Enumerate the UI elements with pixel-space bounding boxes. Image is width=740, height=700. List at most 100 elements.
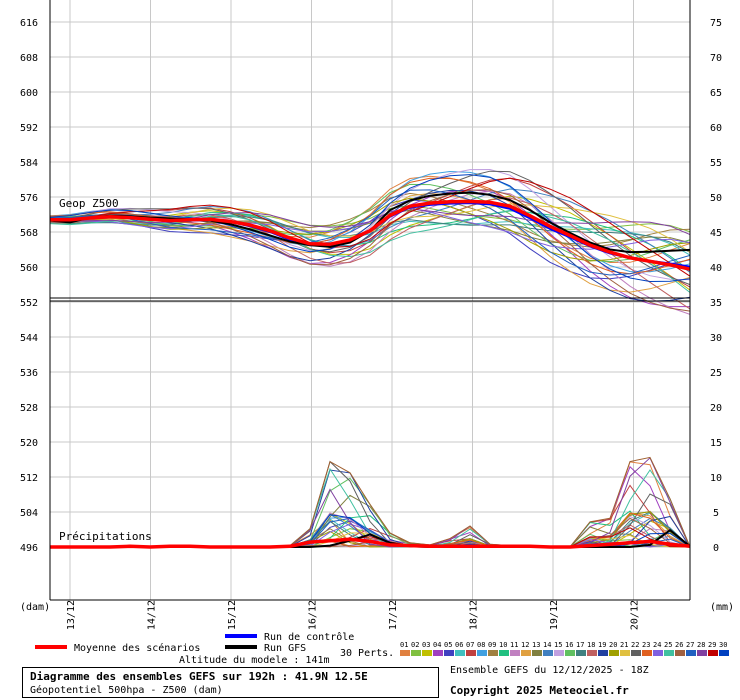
legend-member-number: 18: [587, 641, 595, 649]
left-tick-label: 584: [20, 158, 38, 169]
legend-member-swatch: [565, 650, 575, 656]
legend-member-swatch: [631, 650, 641, 656]
left-tick-label: 592: [20, 123, 38, 134]
legend-member-swatch: [620, 650, 630, 656]
legend-member-swatch: [664, 650, 674, 656]
legend-gfs-label: Run GFS: [264, 643, 306, 654]
main-series: [49, 191, 691, 549]
legend-member-swatch: [675, 650, 685, 656]
right-tick-label: 0: [713, 543, 719, 554]
right-tick-label: 65: [710, 88, 722, 99]
run-label: Ensemble GEFS du 12/12/2025 - 18Z: [450, 665, 649, 676]
panel-label-z500: Geop Z500: [59, 197, 119, 210]
ensemble-members: [49, 168, 691, 548]
right-tick-label: 75: [710, 18, 722, 29]
legend-member-swatch: [719, 650, 729, 656]
legend-member-swatch: [576, 650, 586, 656]
left-tick-label: 616: [20, 18, 38, 29]
x-tick-label: 13/12: [66, 600, 77, 630]
left-tick-label: 552: [20, 298, 38, 309]
left-unit-label: (dam): [20, 602, 50, 613]
z500-member-line: [49, 170, 691, 286]
legend-member-swatch: [499, 650, 509, 656]
right-tick-label: 55: [710, 158, 722, 169]
left-tick-label: 576: [20, 193, 38, 204]
right-tick-label: 35: [710, 298, 722, 309]
right-tick-label: 25: [710, 368, 722, 379]
plot-frame: [49, 0, 691, 601]
right-unit-label: (mm): [710, 602, 734, 613]
left-tick-label: 560: [20, 263, 38, 274]
legend: Moyenne des scénarios Run de contrôleRun …: [35, 631, 729, 666]
panel-label-precip: Précipitations: [59, 530, 152, 543]
legend-member-swatch: [455, 650, 465, 656]
legend-member-swatch: [466, 650, 476, 656]
legend-member-number: 13: [532, 641, 540, 649]
left-tick-label: 520: [20, 438, 38, 449]
legend-member-number: 23: [642, 641, 650, 649]
left-tick-label: 536: [20, 368, 38, 379]
altitude-label: Altitude du modele : 141m: [179, 655, 330, 666]
legend-member-number: 20: [609, 641, 617, 649]
legend-member-swatch: [587, 650, 597, 656]
legend-member-swatch: [510, 650, 520, 656]
right-tick-label: 70: [710, 53, 722, 64]
x-tick-label: 16/12: [308, 600, 319, 630]
x-tick-label: 20/12: [630, 600, 641, 630]
legend-member-swatch: [686, 650, 696, 656]
legend-member-number: 05: [444, 641, 452, 649]
z500-member-line: [49, 174, 691, 283]
legend-member-number: 02: [411, 641, 419, 649]
legend-member-swatch: [433, 650, 443, 656]
legend-member-number: 19: [598, 641, 606, 649]
legend-member-swatch: [653, 650, 663, 656]
left-tick-label: 504: [20, 508, 38, 519]
legend-member-swatch: [477, 650, 487, 656]
legend-member-number: 28: [697, 641, 705, 649]
right-tick-label: 60: [710, 123, 722, 134]
legend-member-swatch: [411, 650, 421, 656]
left-tick-label: 608: [20, 53, 38, 64]
legend-member-swatch: [532, 650, 542, 656]
legend-member-swatch: [422, 650, 432, 656]
right-tick-label: 5: [713, 508, 719, 519]
legend-member-swatch: [543, 650, 553, 656]
legend-member-number: 26: [675, 641, 683, 649]
legend-member-swatch: [598, 650, 608, 656]
right-tick-label: 40: [710, 263, 722, 274]
legend-member-number: 03: [422, 641, 430, 649]
legend-member-number: 12: [521, 641, 529, 649]
legend-member-number: 04: [433, 641, 441, 649]
x-tick-label: 15/12: [227, 600, 238, 630]
chart-subtitle: Géopotentiel 500hpa - Z500 (dam): [30, 685, 223, 696]
z500-member-line: [49, 208, 691, 236]
x-tick-label: 18/12: [469, 600, 480, 630]
left-tick-label: 496: [20, 543, 38, 554]
right-tick-label: 45: [710, 228, 722, 239]
legend-member-swatch: [642, 650, 652, 656]
left-tick-label: 528: [20, 403, 38, 414]
chart-title: Diagramme des ensembles GEFS sur 192h : …: [30, 670, 368, 683]
z500-member-line: [49, 177, 691, 277]
legend-member-swatch: [488, 650, 498, 656]
legend-member-swatch: [554, 650, 564, 656]
legend-member-number: 10: [499, 641, 507, 649]
legend-member-swatch: [697, 650, 707, 656]
left-tick-label: 568: [20, 228, 38, 239]
legend-member-number: 24: [653, 641, 661, 649]
left-tick-label: 544: [20, 333, 38, 344]
right-tick-label: 20: [710, 403, 722, 414]
legend-member-number: 15: [554, 641, 562, 649]
right-tick-label: 10: [710, 473, 722, 484]
legend-member-number: 29: [708, 641, 716, 649]
legend-member-number: 17: [576, 641, 584, 649]
legend-mean-label: Moyenne des scénarios: [74, 642, 200, 654]
grid: [50, 0, 690, 600]
legend-member-number: 21: [620, 641, 628, 649]
legend-member-swatch: [400, 650, 410, 656]
legend-perts-label: 30 Perts.: [340, 648, 394, 659]
z500-member-line: [49, 190, 691, 315]
legend-member-number: 16: [565, 641, 573, 649]
